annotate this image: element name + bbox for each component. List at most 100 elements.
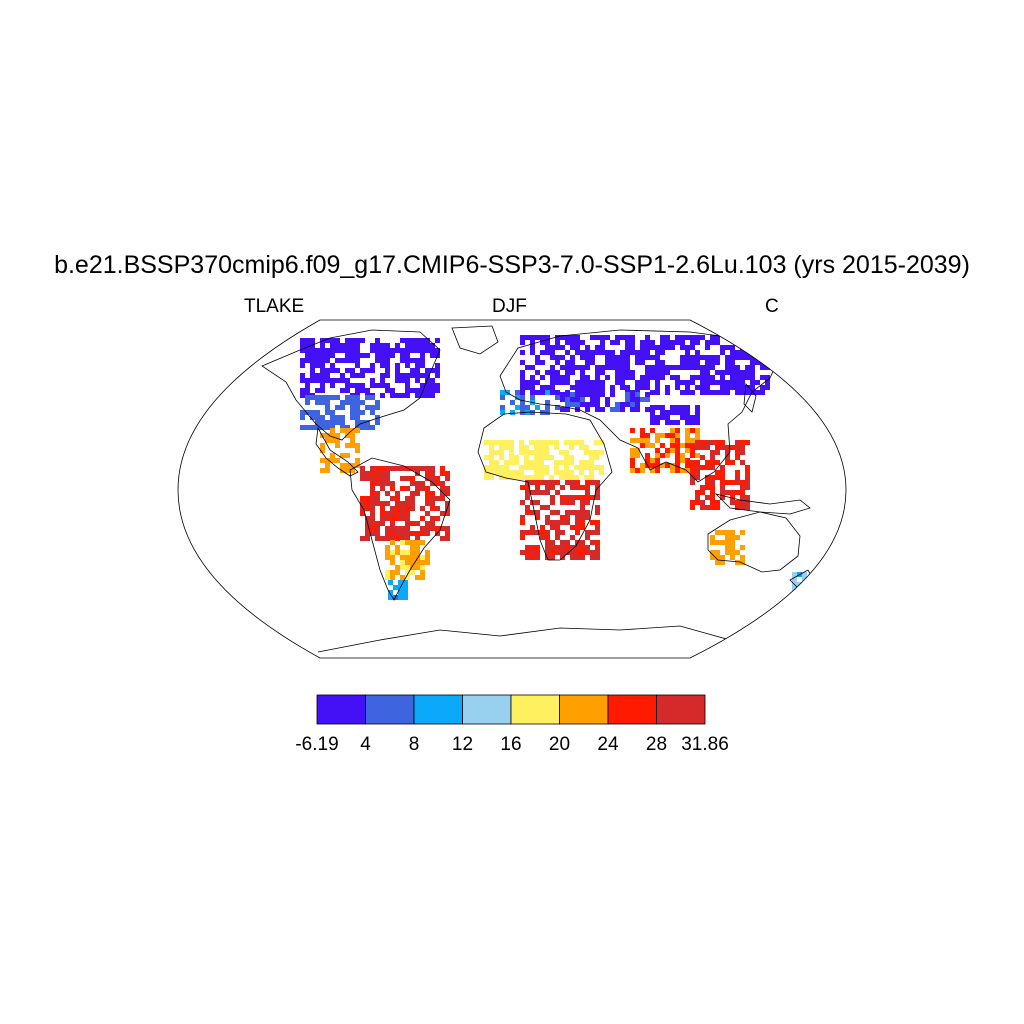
grid-cell	[585, 375, 590, 380]
grid-cell	[539, 445, 544, 450]
grid-cell	[440, 526, 445, 531]
grid-cell	[575, 485, 580, 490]
grid-cell	[390, 521, 395, 526]
grid-cell	[715, 460, 720, 465]
grid-cell	[385, 353, 390, 358]
grid-cell	[415, 486, 420, 491]
grid-cell	[620, 360, 625, 365]
grid-cell	[530, 550, 535, 555]
grid-cell	[345, 425, 350, 430]
grid-cell	[380, 383, 385, 388]
grid-cell	[380, 536, 385, 541]
grid-cell	[415, 521, 420, 526]
grid-cell	[580, 350, 585, 355]
grid-cell	[735, 375, 740, 380]
grid-cell	[750, 360, 755, 365]
grid-cell	[410, 550, 415, 555]
grid-cell	[398, 590, 403, 595]
grid-cell	[390, 526, 395, 531]
grid-cell	[535, 555, 540, 560]
grid-cell	[594, 465, 599, 470]
grid-cell	[695, 335, 700, 340]
grid-cell	[340, 468, 345, 473]
grid-cell	[375, 496, 380, 501]
grid-cell	[690, 445, 695, 450]
grid-cell	[620, 375, 625, 380]
grid-cell	[645, 355, 650, 360]
grid-cell	[635, 453, 640, 458]
grid-cell	[375, 338, 380, 343]
grid-cell	[410, 545, 415, 550]
grid-cell	[520, 350, 525, 355]
grid-cell	[740, 485, 745, 490]
grid-cell	[695, 445, 700, 450]
grid-cell	[430, 343, 435, 348]
grid-cell	[425, 373, 430, 378]
grid-cell	[655, 385, 660, 390]
grid-cell	[300, 348, 305, 353]
grid-cell	[405, 348, 410, 353]
grid-cell	[675, 410, 680, 415]
grid-cell	[715, 550, 720, 555]
grid-cell	[695, 355, 700, 360]
grid-cell	[350, 343, 355, 348]
grid-cell	[650, 415, 655, 420]
grid-cell	[300, 388, 305, 393]
grid-cell	[589, 460, 594, 465]
grid-cell	[720, 390, 725, 395]
grid-cell	[595, 375, 600, 380]
grid-cell	[489, 445, 494, 450]
grid-cell	[585, 392, 590, 397]
grid-cell	[400, 511, 405, 516]
grid-cell	[735, 535, 740, 540]
grid-cell	[544, 440, 549, 445]
grid-cell	[534, 465, 539, 470]
grid-cell	[410, 521, 415, 526]
grid-cell	[600, 335, 605, 340]
grid-cell	[660, 340, 665, 345]
grid-cell	[740, 505, 745, 510]
grid-cell	[740, 545, 745, 550]
grid-cell	[530, 350, 535, 355]
grid-cell	[420, 481, 425, 486]
grid-cell	[560, 355, 565, 360]
grid-cell	[740, 460, 745, 465]
grid-cell	[700, 370, 705, 375]
grid-cell	[595, 365, 600, 370]
grid-cell	[730, 535, 735, 540]
grid-cell	[410, 343, 415, 348]
grid-cell	[599, 470, 604, 475]
grid-cell	[539, 465, 544, 470]
grid-cell	[640, 345, 645, 350]
grid-cell	[715, 560, 720, 565]
grid-cell	[489, 465, 494, 470]
grid-cell	[685, 390, 690, 395]
grid-cell	[580, 515, 585, 520]
grid-cell	[559, 475, 564, 480]
grid-cell	[554, 445, 559, 450]
grid-cell	[365, 506, 370, 511]
grid-cell	[525, 490, 530, 495]
grid-cell	[575, 340, 580, 345]
grid-cell	[405, 570, 410, 575]
grid-cell	[320, 358, 325, 363]
grid-cell	[570, 340, 575, 345]
grid-cell	[390, 560, 395, 565]
grid-cell	[575, 392, 580, 397]
grid-cell	[710, 490, 715, 495]
grid-cell	[400, 550, 405, 555]
grid-cell	[395, 526, 400, 531]
grid-cell	[420, 358, 425, 363]
grid-cell	[610, 385, 615, 390]
grid-cell	[620, 370, 625, 375]
grid-cell	[580, 505, 585, 510]
grid-cell	[430, 476, 435, 481]
grid-cell	[403, 590, 408, 595]
grid-cell	[740, 390, 745, 395]
grid-cell	[395, 565, 400, 570]
grid-cell	[435, 506, 440, 511]
grid-cell	[524, 465, 529, 470]
grid-cell	[745, 505, 750, 510]
grid-cell	[570, 545, 575, 550]
grid-cell	[530, 365, 535, 370]
